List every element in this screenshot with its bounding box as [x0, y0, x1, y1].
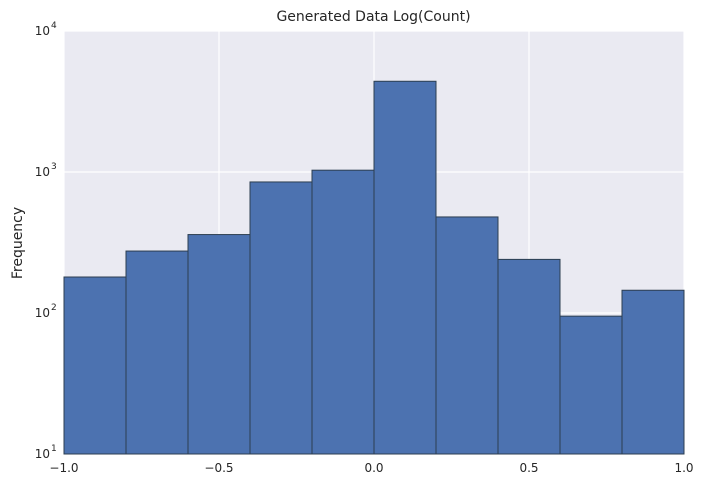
y-tick-label: 10: [35, 306, 50, 320]
histogram-bar: [249, 181, 313, 455]
histogram-bar: [497, 258, 561, 455]
histogram-bar: [187, 234, 251, 455]
histogram-bar: [435, 216, 499, 455]
y-tick-exponent: 1: [51, 444, 57, 454]
x-tick-label: 0.5: [519, 461, 538, 475]
histogram-bar: [63, 276, 127, 455]
histogram-bar: [373, 80, 437, 455]
histogram-bar: [125, 250, 189, 455]
y-tick-exponent: 3: [51, 162, 57, 172]
histogram-bars: [63, 80, 685, 455]
histogram-bar: [621, 289, 685, 455]
x-axis-ticks: −1.0 −0.5 0.0 0.5 1.0: [49, 461, 693, 475]
x-tick-label: −1.0: [49, 461, 78, 475]
y-tick-label: 10: [35, 24, 50, 38]
y-axis-label: Frequency: [10, 207, 26, 279]
y-tick-exponent: 2: [51, 303, 57, 313]
x-tick-label: −0.5: [204, 461, 233, 475]
y-tick-exponent: 4: [51, 21, 57, 31]
x-tick-label: 1.0: [674, 461, 693, 475]
chart-title: Generated Data Log(Count): [276, 9, 470, 25]
histogram-bar: [559, 315, 623, 455]
y-tick-label: 10: [35, 165, 50, 179]
x-tick-label: 0.0: [364, 461, 383, 475]
histogram-bar: [311, 169, 375, 455]
y-tick-label: 10: [35, 447, 50, 461]
